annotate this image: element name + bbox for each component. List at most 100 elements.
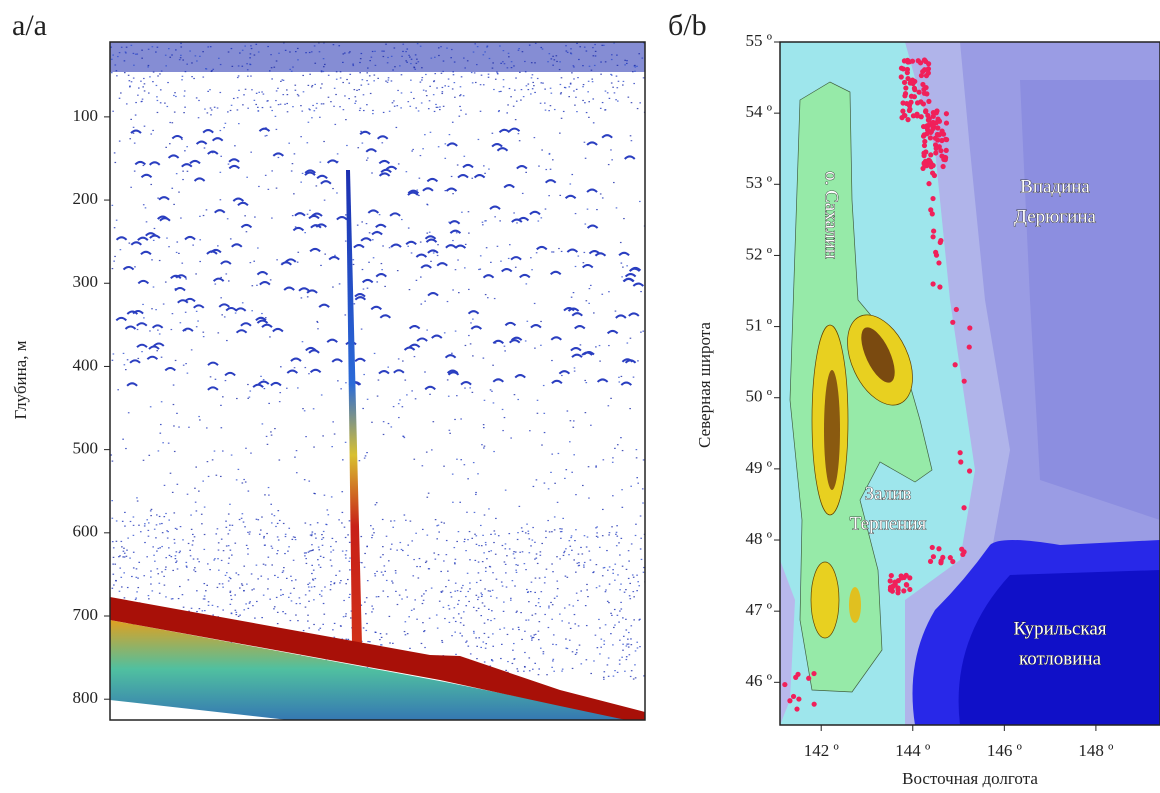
echo-dot bbox=[230, 595, 232, 596]
echo-dot bbox=[532, 615, 534, 616]
echo-dot bbox=[497, 73, 499, 74]
echo-dot bbox=[161, 357, 163, 358]
y-tick-label: 700 bbox=[73, 605, 99, 624]
echo-dot bbox=[535, 613, 537, 614]
echo-dot bbox=[620, 584, 622, 585]
echo-dot bbox=[319, 628, 321, 629]
echo-dot bbox=[506, 586, 508, 587]
echo-dot bbox=[342, 53, 344, 54]
echo-dot bbox=[573, 78, 575, 79]
echo-dot bbox=[383, 56, 385, 57]
echo-dot bbox=[473, 462, 475, 463]
echo-dot bbox=[512, 628, 514, 629]
echo-dot bbox=[137, 587, 139, 588]
echo-dot bbox=[504, 63, 506, 64]
echo-dot bbox=[345, 613, 347, 614]
echo-dot bbox=[204, 534, 206, 535]
echo-dot bbox=[511, 61, 513, 62]
echo-dot bbox=[302, 173, 304, 174]
echo-dot bbox=[112, 54, 114, 55]
echo-dot bbox=[362, 408, 364, 409]
echo-dot bbox=[425, 74, 427, 75]
echo-dot bbox=[277, 536, 279, 537]
echo-dot bbox=[633, 596, 635, 597]
echo-dot bbox=[446, 540, 448, 541]
echo-dot bbox=[597, 537, 599, 538]
echo-dot bbox=[366, 546, 368, 547]
echo-dot bbox=[377, 78, 379, 79]
echo-dot bbox=[547, 520, 549, 521]
echo-dot bbox=[251, 48, 253, 49]
echo-dot bbox=[339, 283, 341, 284]
echo-dot bbox=[138, 525, 140, 526]
station bbox=[791, 694, 796, 699]
echo-dot bbox=[602, 535, 604, 536]
echo-dot bbox=[323, 71, 325, 72]
echo-dot bbox=[552, 159, 554, 160]
echo-dot bbox=[313, 624, 315, 625]
echo-dot bbox=[493, 402, 495, 403]
echo-dot bbox=[529, 670, 531, 671]
echo-dot bbox=[289, 51, 291, 52]
echo-dot bbox=[112, 360, 114, 361]
echo-dot bbox=[379, 214, 381, 215]
echo-dot bbox=[516, 668, 518, 669]
echo-dot bbox=[115, 580, 117, 581]
echo-dot bbox=[242, 50, 244, 51]
echo-dot bbox=[575, 213, 577, 214]
echo-dot bbox=[148, 92, 150, 93]
echo-dot bbox=[382, 554, 384, 555]
echo-dot bbox=[522, 51, 524, 52]
echo-dot bbox=[146, 556, 148, 557]
echo-dot bbox=[252, 605, 254, 606]
echo-dot bbox=[637, 483, 639, 484]
echo-dot bbox=[436, 538, 438, 539]
echo-dot bbox=[493, 451, 495, 452]
echo-dot bbox=[526, 589, 528, 590]
station bbox=[916, 58, 921, 63]
echo-dot bbox=[376, 571, 378, 572]
echo-dot bbox=[494, 530, 496, 531]
echo-dot bbox=[482, 641, 484, 642]
echo-dot bbox=[461, 212, 463, 213]
echo-dot bbox=[206, 585, 208, 586]
echo-dot bbox=[155, 309, 157, 310]
station bbox=[967, 468, 972, 473]
echo-dot bbox=[296, 450, 298, 451]
echo-dot bbox=[316, 185, 318, 186]
echo-dot bbox=[150, 515, 152, 516]
echo-dot bbox=[454, 547, 456, 548]
echo-dot bbox=[237, 97, 239, 98]
echo-dot bbox=[571, 174, 573, 175]
echo-dot bbox=[539, 577, 541, 578]
echo-dot bbox=[512, 663, 514, 664]
echo-dot bbox=[425, 590, 427, 591]
echo-dot bbox=[576, 89, 578, 90]
echo-dot bbox=[305, 558, 307, 559]
echo-dot bbox=[576, 563, 578, 564]
echo-dot bbox=[559, 195, 561, 196]
echo-dot bbox=[263, 537, 265, 538]
place-label: о. Сахалин bbox=[821, 171, 842, 259]
panel-label: а/а bbox=[12, 9, 47, 42]
echo-dot bbox=[571, 550, 573, 551]
station bbox=[907, 108, 912, 113]
echo-dot bbox=[478, 597, 480, 598]
echo-dot bbox=[426, 497, 428, 498]
echo-dot bbox=[245, 603, 247, 604]
echo-dot bbox=[381, 142, 383, 143]
echo-dot bbox=[193, 569, 195, 570]
echo-dot bbox=[404, 380, 406, 381]
echo-dot bbox=[321, 394, 323, 395]
echo-dot bbox=[572, 605, 574, 606]
echo-dot bbox=[573, 420, 575, 421]
echo-dot bbox=[153, 71, 155, 72]
echo-dot bbox=[396, 105, 398, 106]
echo-dot bbox=[214, 107, 216, 108]
echo-dot bbox=[572, 651, 574, 652]
echo-dot bbox=[632, 71, 634, 72]
echo-dot bbox=[159, 73, 161, 74]
echo-dot bbox=[378, 596, 380, 597]
echo-dot bbox=[625, 589, 627, 590]
echo-dot bbox=[290, 576, 292, 577]
